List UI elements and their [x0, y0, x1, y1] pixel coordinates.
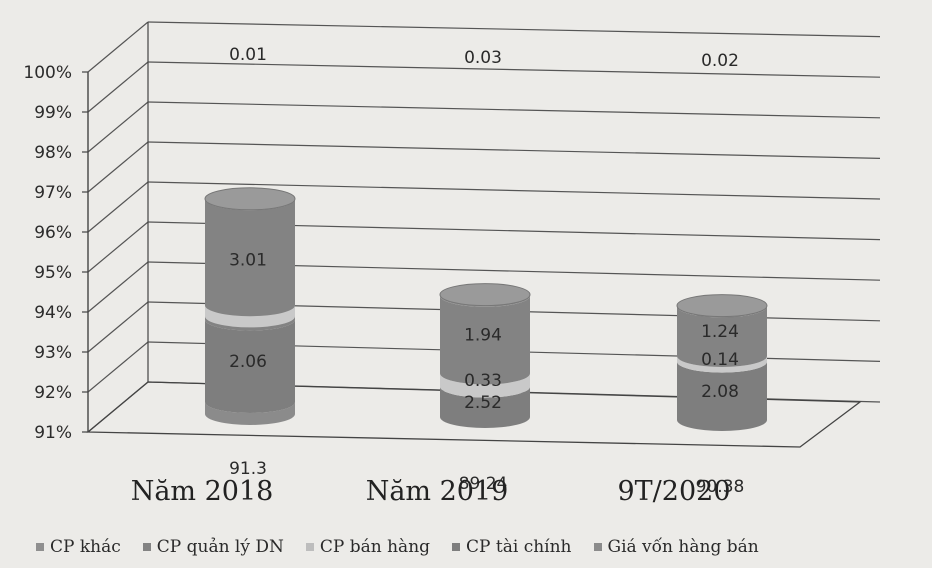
legend-label: CP tài chính — [466, 537, 572, 557]
y-tick-label: 96% — [34, 223, 72, 243]
legend-swatch — [452, 543, 461, 551]
legend-swatch — [593, 543, 602, 551]
data-label: 0.03 — [464, 48, 502, 68]
data-label: 0.14 — [701, 350, 739, 370]
y-tick-label: 91% — [34, 423, 72, 443]
data-label: 91.3 — [229, 459, 267, 479]
y-tick-label: 92% — [34, 383, 72, 403]
data-label: 90.38 — [696, 477, 745, 497]
gridline-side — [87, 261, 149, 313]
legend-swatch — [142, 543, 151, 551]
gridline — [147, 181, 881, 200]
bar-cap — [676, 294, 768, 318]
bar — [440, 373, 530, 398]
data-label: 0.33 — [464, 371, 502, 391]
bar-stack — [439, 283, 531, 428]
gridline — [147, 61, 881, 78]
data-label: 0.02 — [701, 51, 739, 71]
data-label: 3.01 — [229, 250, 267, 270]
gridline-side — [87, 61, 149, 113]
gridline — [147, 21, 881, 38]
legend-label: Giá vốn hàng bán — [607, 537, 759, 557]
y-tick-label: 99% — [34, 103, 72, 123]
data-label: 1.24 — [701, 322, 739, 342]
legend-item: CP quản lý DN — [142, 537, 284, 557]
legend-label: CP quản lý DN — [156, 537, 284, 557]
chart-legend: CP khác CP quản lý DN CP bán hàng CP tài ch… — [36, 532, 926, 562]
bar — [677, 306, 767, 367]
bar-cap — [439, 283, 531, 307]
legend-swatch — [36, 543, 44, 551]
legend-label: CP bán hàng — [319, 537, 431, 557]
data-label: 1.94 — [464, 326, 502, 346]
bar — [205, 199, 295, 331]
gridline-side — [87, 141, 149, 193]
y-tick-label: 100% — [23, 63, 72, 83]
bar — [205, 402, 295, 425]
bar — [440, 386, 530, 428]
data-label: 0.01 — [229, 45, 267, 65]
gridline-side — [87, 341, 149, 393]
y-tick-label: 95% — [34, 263, 72, 283]
legend-swatch — [305, 543, 314, 551]
data-label: 2.06 — [229, 352, 267, 372]
x-category-label: 9T/2020 — [618, 476, 731, 507]
gridline-side — [87, 301, 149, 353]
bar-cap — [204, 187, 296, 211]
data-label: 89.24 — [459, 474, 508, 494]
data-label: 2.08 — [701, 382, 739, 402]
bar — [677, 356, 767, 373]
bar — [677, 361, 767, 431]
bar — [205, 319, 295, 413]
gridline-side — [87, 221, 149, 273]
legend-label: CP khác — [50, 537, 121, 557]
legend-item: CP tài chính — [452, 537, 572, 557]
y-tick-label: 94% — [34, 303, 72, 323]
legend-item: Giá vốn hàng bán — [593, 537, 759, 557]
y-tick-label: 93% — [34, 343, 72, 363]
bar-stack — [204, 187, 296, 425]
chart-floor — [86, 381, 862, 448]
chart-plot: 91% 92% 93% 94% 95% 96% 97% 98% 99% 100% 91.3 2.06 3… — [23, 21, 881, 507]
gridline — [147, 101, 881, 119]
y-tick-label: 98% — [34, 143, 72, 163]
legend-item: CP bán hàng — [305, 537, 431, 557]
legend-item: CP khác — [36, 537, 121, 557]
y-tick-label: 97% — [34, 183, 72, 203]
bar — [440, 295, 530, 385]
gridline — [147, 141, 881, 159]
data-label: 2.52 — [464, 393, 502, 413]
gridline-side — [87, 181, 149, 233]
gridline-side — [87, 21, 149, 73]
x-category-label: Năm 2018 — [131, 476, 274, 507]
bar-stack — [676, 294, 768, 431]
gridline-side — [87, 101, 149, 153]
x-category-label: Năm 2019 — [366, 476, 509, 507]
bar — [205, 305, 295, 328]
